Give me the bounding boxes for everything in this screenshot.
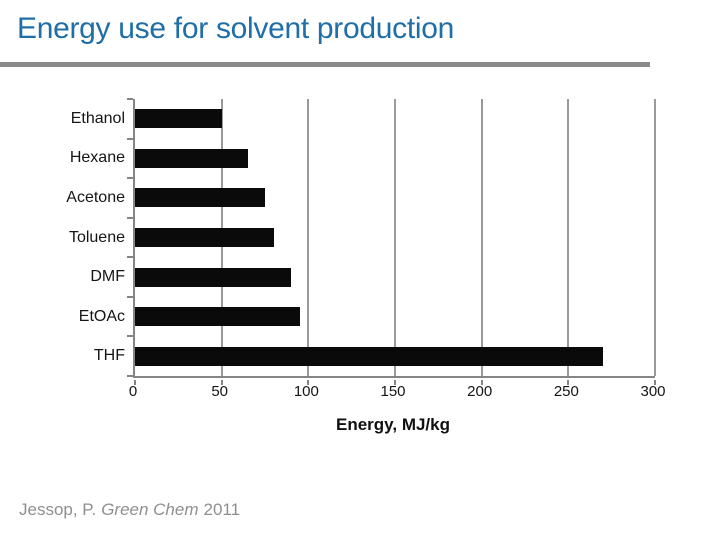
category-label-hexane: Hexane [69, 149, 125, 167]
title-rule [0, 62, 650, 67]
category-label-etoac: EtOAc [78, 307, 125, 325]
bar-ethanol [135, 109, 222, 129]
plot-area [127, 98, 656, 385]
y-axis-tick [127, 295, 133, 298]
category-label-toluene: Toluene [68, 228, 125, 246]
x-axis-tick [480, 380, 483, 385]
slide-title: Energy use for solvent production [17, 12, 455, 45]
bar-thf [135, 346, 603, 366]
category-labels: Ethanol Hexane Acetone Toluene DMF EtOAc THF [33, 99, 125, 376]
category-label-dmf: DMF [90, 268, 125, 286]
citation-author: Jessop, P. [19, 500, 97, 519]
citation: Jessop, P. Green Chem 2011 [19, 500, 240, 520]
x-tick-label: 200 [467, 383, 493, 400]
y-axis-tick [127, 216, 133, 219]
bar-dmf [135, 267, 291, 287]
x-axis-tick [307, 380, 310, 385]
energy-bar-chart: Ethanol Hexane Acetone Toluene DMF EtOAc THF 0… [33, 98, 673, 444]
y-axis-tick [127, 98, 133, 100]
x-axis-title: Energy, MJ/kg [336, 415, 450, 434]
x-axis-tick [654, 380, 656, 385]
x-tick-label: 0 [128, 383, 138, 400]
gridline [654, 99, 656, 376]
y-axis-tick [127, 335, 133, 338]
gridline [567, 99, 570, 376]
bar-acetone [135, 188, 265, 208]
gridline [480, 99, 483, 376]
y-axis-tick [127, 256, 133, 259]
bar-toluene [135, 228, 274, 247]
category-label-ethanol: Ethanol [70, 109, 125, 127]
y-axis-tick [127, 375, 133, 377]
x-tick-label: 300 [640, 383, 666, 400]
x-axis-tick [567, 380, 570, 385]
gridline [307, 99, 310, 376]
bar-etoac [135, 307, 300, 327]
y-axis-tick [127, 137, 133, 140]
category-label-thf: THF [93, 347, 125, 365]
y-axis-tick [127, 177, 133, 180]
x-tick-label: 250 [553, 383, 579, 400]
bar-hexane [135, 148, 248, 168]
x-axis-tick [220, 380, 223, 385]
x-tick-label: 50 [211, 383, 228, 400]
x-axis-tick [134, 380, 136, 385]
x-axis-tick [394, 380, 396, 385]
citation-journal: Green Chem [101, 500, 199, 519]
citation-year: 2011 [203, 500, 241, 519]
gridline [394, 99, 396, 376]
x-tick-label: 100 [293, 383, 319, 400]
x-tick-label: 150 [380, 383, 406, 400]
category-label-acetone: Acetone [66, 188, 125, 206]
x-tick-labels: 0 50 100 150 200 250 300 [129, 383, 666, 403]
